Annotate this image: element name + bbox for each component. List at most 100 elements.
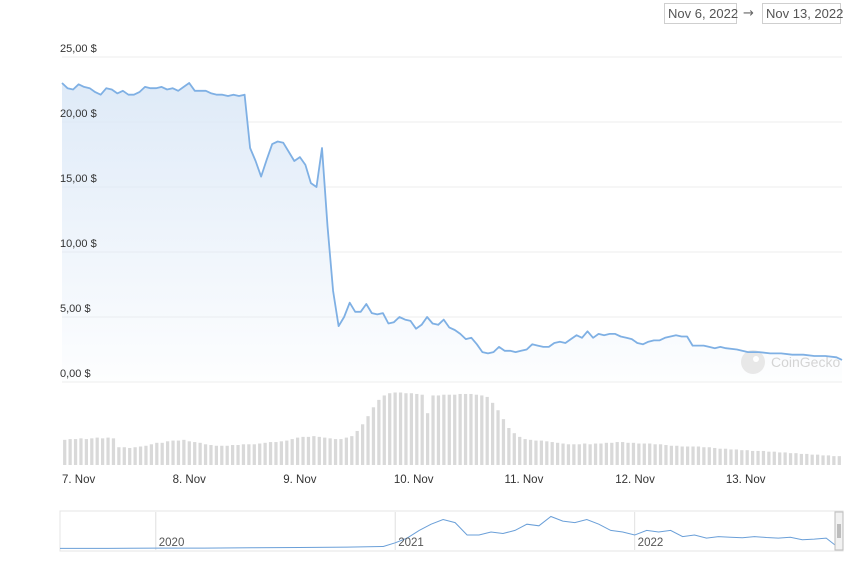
volume-bar [214,445,218,465]
volume-bar [225,445,229,465]
volume-bar [252,444,256,465]
volume-bar [675,445,679,465]
volume-bar [306,436,311,465]
volume-bar [176,440,181,465]
volume-bar [117,447,121,465]
volume-bar [474,394,478,465]
volume-bar [496,410,500,465]
volume-bar [583,443,587,465]
volume-bar [350,436,354,465]
volume-bar [73,439,78,465]
volume-bar [447,394,451,465]
arrow-right-icon: → [743,6,754,21]
volume-bar [133,447,137,465]
volume-bar [686,446,690,465]
volume-bar [783,452,787,465]
volume-bar [371,407,376,465]
volume-bar [409,393,413,465]
y-tick-label: 25,00 $ [60,43,97,55]
volume-bar [182,439,186,465]
volume-bar [761,450,766,465]
volume-bar [691,446,695,465]
volume-bar [128,447,132,465]
volume-bar [734,449,738,465]
volume-bar [323,437,327,465]
coingecko-watermark: CoinGecko [741,350,840,374]
volume-bar [539,440,543,465]
volume-bar [702,447,706,465]
y-tick-label: 15,00 $ [60,173,97,185]
volume-bar [382,395,386,465]
navigator-year-label: 2020 [159,537,185,549]
volume-bar [279,441,283,465]
volume-bar [274,442,278,465]
volume-bar [566,444,571,465]
volume-bar [545,441,549,465]
volume-bar [187,441,191,465]
volume-bar [431,395,435,465]
volume-bar [810,454,814,465]
date-range-to-input[interactable]: Nov 13, 2022 [762,3,843,24]
volume-bars [63,392,841,465]
volume-bar [285,440,289,465]
y-tick-label: 20,00 $ [60,108,97,120]
volume-bar [236,445,240,465]
volume-bar [561,443,565,465]
navigator-handle[interactable] [834,511,844,551]
volume-bar [415,393,419,465]
volume-bar [588,444,592,465]
volume-bar [615,442,619,465]
volume-bar [518,436,522,465]
volume-bar [593,443,598,465]
coingecko-logo-eye [753,356,759,362]
volume-bar [393,392,397,465]
volume-bar [528,439,533,465]
volume-bar [106,437,110,465]
navigator-year-dividers [155,512,636,550]
volume-bar [138,446,143,465]
volume-bar [816,454,820,465]
volume-bar [512,433,516,465]
range-navigator[interactable]: 2020 2021 2022 [59,510,844,552]
x-tick-label: 11. Nov [505,474,544,486]
volume-bar [637,443,641,465]
volume-bar [723,448,728,465]
volume-bar [111,438,116,465]
volume-bar [90,438,94,465]
volume-bar [361,424,365,465]
coingecko-logo-icon [741,350,765,374]
volume-bar [155,442,159,465]
volume-bar [301,436,305,465]
volume-bar [404,393,408,465]
volume-bar [610,442,614,465]
volume-bar [122,447,126,465]
x-tick-label: 13. Nov [726,474,766,486]
volume-bar [144,445,148,465]
volume-bar [805,453,809,465]
volume-bar [296,437,300,465]
volume-bar [718,448,722,465]
volume-bar [669,445,673,465]
y-tick-label: 10,00 $ [60,238,97,250]
x-tick-label: 10. Nov [394,474,434,486]
volume-bar [84,439,88,465]
volume-bar [463,393,468,465]
volume-bar [756,450,760,465]
x-tick-label: 9. Nov [283,474,316,486]
navigator-labels: 2020 2021 2022 [159,537,663,549]
volume-bar [79,438,83,465]
x-axis-labels: 7. Nov 8. Nov 9. Nov 10. Nov 11. Nov 12. Nov 1… [62,474,766,486]
volume-bar [631,442,636,465]
volume-bar [577,444,581,465]
volume-bar [344,437,348,465]
volume-bar [767,451,771,465]
volume-bar [837,456,841,465]
volume-bar [442,394,446,465]
volume-bar [166,441,170,465]
date-range-from-input[interactable]: Nov 6, 2022 [664,3,738,24]
volume-bar [832,456,836,465]
volume-bar [480,395,484,465]
volume-bar [328,438,332,465]
volume-bar [160,442,164,465]
price-area [62,83,842,382]
